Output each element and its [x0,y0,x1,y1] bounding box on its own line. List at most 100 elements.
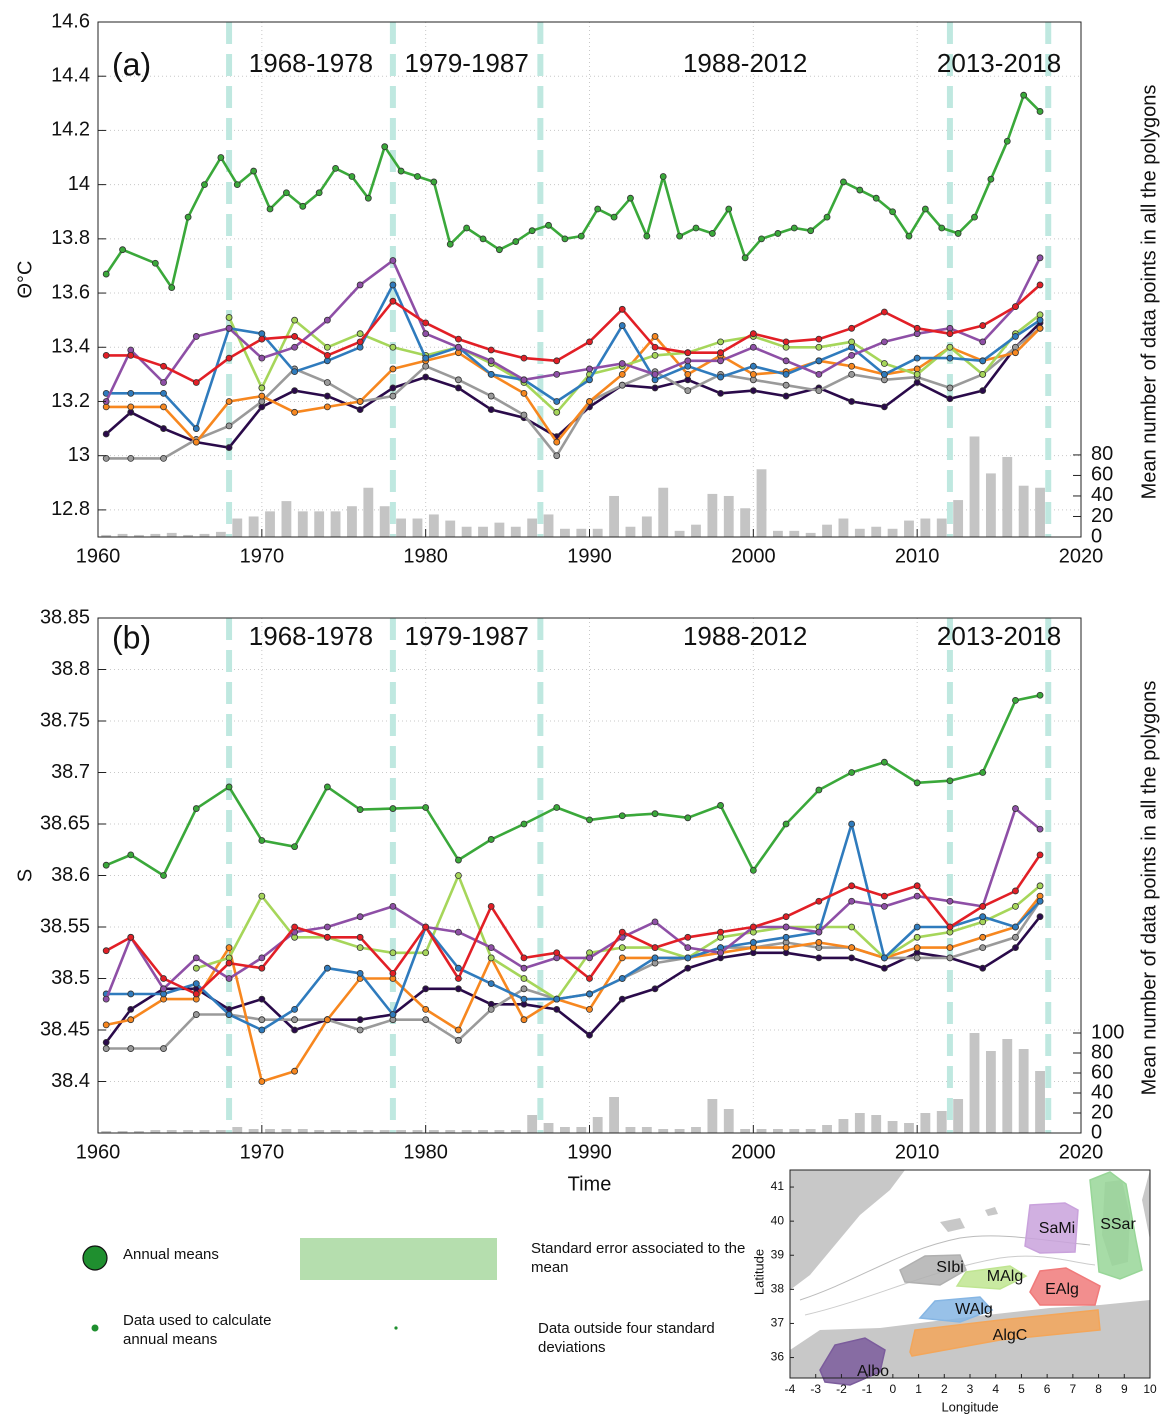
count-bar [789,530,800,537]
annual-mean [323,964,331,972]
legend-symbol [82,1245,108,1271]
annual-mean [291,923,299,931]
annual-mean [979,913,987,921]
y-tick-label: 38.45 [40,1018,90,1040]
annual-mean [192,954,200,962]
count-bar [396,1130,407,1133]
annual-mean [495,246,503,254]
annual-mean [848,324,856,332]
annual-mean [1012,887,1019,895]
series-line [106,283,1041,430]
annual-mean [258,892,266,900]
annual-mean [586,338,593,346]
annual-mean [291,333,299,340]
annual-mean [659,173,667,180]
annual-mean [553,1006,561,1013]
annual-mean [1036,254,1044,262]
annual-mean [389,392,397,400]
count-bar [838,1119,849,1133]
annual-mean [127,1045,135,1052]
count-bar [723,495,734,537]
y2-tick-label: 60 [1091,1061,1113,1083]
annual-mean [323,783,331,791]
annual-mean [160,425,167,432]
annual-mean [127,933,135,941]
annual-mean [881,892,888,900]
annual-mean [618,944,626,951]
annual-mean [782,338,790,346]
region-label: WAlg [955,1301,993,1318]
count-bar [428,514,439,537]
annual-mean [487,406,495,414]
period-label: 1979-1987 [404,621,528,651]
annual-mean [487,370,495,378]
annual-mean [160,872,167,879]
region-label: EAlg [1045,1281,1079,1298]
count-bar [347,1130,357,1133]
y-tick-label: 38.6 [51,864,90,886]
map-x-tick-label: -2 [836,1382,847,1396]
annual-mean [848,882,856,890]
annual-mean [258,964,266,972]
annual-mean [815,335,823,343]
count-bar [560,1127,570,1133]
count-bar [297,1129,308,1133]
annual-mean [717,373,724,381]
annual-mean [225,944,233,951]
annual-mean [225,314,233,321]
count-bar [560,528,570,537]
annual-mean [782,357,790,365]
annual-mean [323,379,331,386]
count-bar [805,532,816,537]
annual-mean [233,181,241,189]
annual-mean [823,213,831,221]
annual-mean [225,422,233,430]
count-bar [478,1130,488,1133]
panel-label: (b) [112,619,151,655]
annual-mean [979,903,987,910]
region-label: MAlg [987,1268,1023,1285]
y-tick-label: 13.6 [51,281,90,303]
series-line [106,283,1041,384]
annual-mean [446,240,454,248]
annual-mean [782,923,790,931]
annual-mean [520,985,528,993]
annual-mean [1003,137,1011,145]
count-bar [527,518,538,537]
count-bar [232,1127,243,1133]
annual-mean [192,980,200,988]
series-line [106,327,1041,444]
annual-mean [356,398,364,405]
count-bar [248,516,259,537]
annual-mean [1036,882,1044,890]
annual-mean [479,235,487,243]
annual-mean [291,368,299,376]
annual-mean [651,343,659,351]
annual-mean [618,370,626,378]
annual-mean [422,1006,430,1013]
annual-mean [1012,805,1019,812]
count-bar [674,1129,685,1133]
map-y-tick-label: 37 [771,1316,785,1330]
annual-mean [258,995,266,1003]
legend-symbol [91,1324,99,1332]
annual-mean [848,897,856,905]
count-bar [117,1131,128,1133]
y-tick-label: 13.4 [51,336,90,358]
count-bar [740,508,751,537]
annual-mean [782,392,790,400]
count-bar [314,1130,325,1133]
annual-mean [192,438,200,446]
annual-mean [422,373,430,381]
annual-mean [749,370,757,378]
count-bar [363,1130,374,1133]
annual-mean [250,167,258,175]
count-bar [379,506,390,537]
count-bar [412,518,423,537]
annual-mean [954,230,962,237]
annual-mean [102,430,110,438]
legend-symbol [394,1326,398,1330]
annual-mean [455,343,462,351]
map-x-tick-label: 10 [1143,1382,1157,1396]
annual-mean [881,758,888,766]
